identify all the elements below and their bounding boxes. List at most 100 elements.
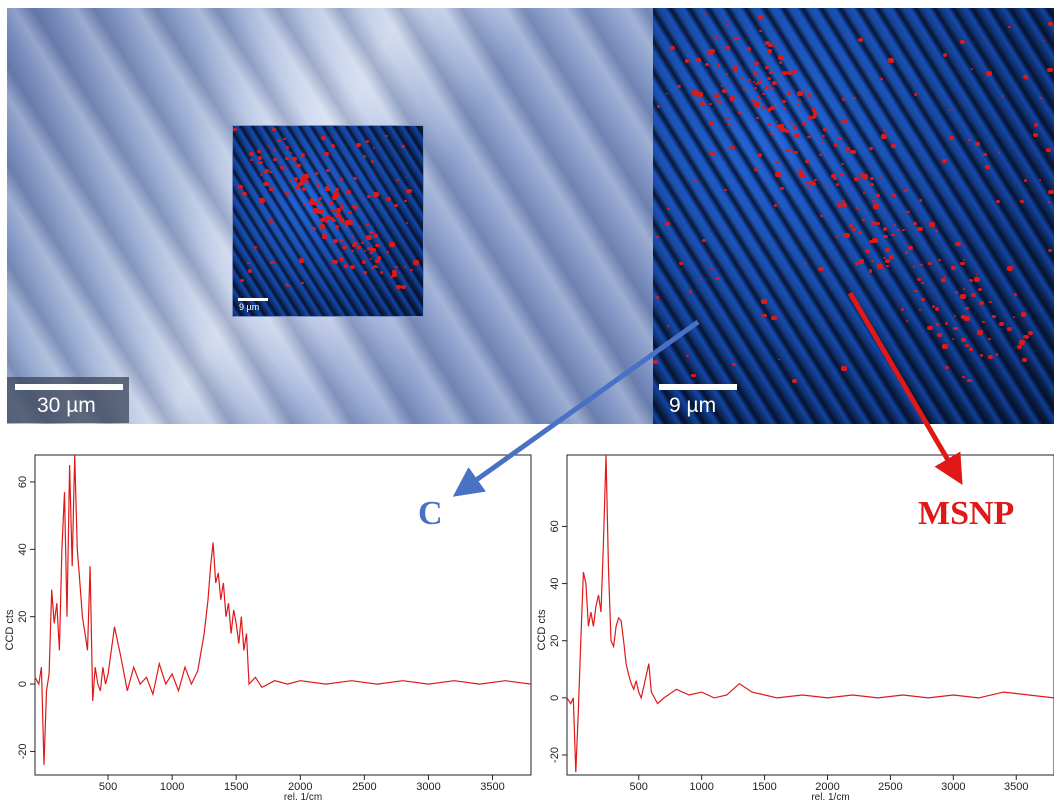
red-speckle	[335, 187, 340, 191]
red-speckle	[728, 123, 732, 126]
red-speckle	[299, 178, 306, 183]
y-tick-label: 0	[17, 681, 29, 687]
red-speckle	[754, 87, 757, 90]
red-speckle	[998, 321, 1004, 326]
red-speckle	[787, 70, 793, 76]
red-speckle	[996, 199, 1001, 203]
red-speckle	[935, 229, 938, 232]
red-speckle	[882, 256, 886, 260]
red-speckle	[366, 235, 372, 240]
red-speckle	[312, 227, 316, 230]
red-speckle	[714, 276, 720, 281]
red-speckle	[286, 146, 290, 149]
red-speckle	[942, 53, 948, 57]
red-speckle	[677, 84, 682, 89]
red-speckle	[301, 281, 305, 285]
red-speckle	[376, 256, 381, 260]
red-speckle	[937, 258, 941, 261]
red-speckle	[352, 243, 357, 247]
red-speckle	[259, 198, 265, 203]
red-speckle	[932, 305, 936, 308]
red-speckle	[804, 159, 810, 164]
red-speckle	[912, 266, 916, 269]
red-speckle	[1033, 133, 1038, 137]
red-speckle	[1025, 78, 1028, 80]
red-speckle	[692, 90, 698, 95]
red-speckle	[880, 175, 883, 177]
red-speckle	[664, 222, 670, 227]
red-speckle	[716, 64, 720, 67]
red-speckle	[653, 359, 659, 364]
red-speckle	[413, 260, 420, 265]
red-speckle	[832, 177, 837, 181]
red-speckle	[975, 142, 981, 147]
red-speckle	[844, 233, 850, 238]
red-speckle	[880, 77, 884, 81]
red-speckle	[1048, 189, 1054, 195]
red-speckle	[317, 198, 320, 201]
red-speckle	[778, 55, 784, 60]
red-speckle	[341, 220, 345, 224]
red-speckle	[740, 76, 744, 80]
red-speckle	[960, 261, 965, 266]
red-speckle	[844, 147, 850, 152]
red-speckle	[332, 259, 338, 264]
red-speckle	[403, 199, 408, 203]
red-speckle	[338, 217, 344, 222]
red-speckle	[336, 214, 342, 219]
red-speckle	[779, 127, 786, 133]
red-speckle	[263, 170, 268, 174]
red-speckle	[888, 255, 895, 260]
x-tick-label: 3500	[480, 781, 504, 793]
red-speckle	[732, 362, 736, 366]
y-tick-label: 40	[549, 577, 561, 589]
red-speckle	[792, 379, 797, 383]
red-speckle	[283, 137, 287, 140]
red-speckle	[725, 72, 728, 75]
red-speckle	[962, 375, 966, 379]
red-speckle	[756, 116, 760, 120]
red-speckle	[290, 152, 293, 155]
red-speckle	[761, 299, 768, 305]
red-speckle	[241, 191, 247, 196]
red-speckle	[759, 79, 761, 81]
red-speckle	[302, 187, 306, 191]
red-speckle	[835, 183, 839, 186]
red-speckle	[757, 81, 761, 85]
red-speckle	[1045, 147, 1052, 153]
red-speckle	[353, 241, 356, 244]
red-speckle	[953, 315, 957, 317]
red-speckle	[273, 158, 278, 162]
red-speckle	[841, 202, 847, 208]
red-speckle	[1012, 315, 1015, 318]
red-speckle	[359, 214, 363, 217]
red-speckle	[875, 202, 878, 204]
red-speckle	[903, 188, 909, 193]
red-speckle	[773, 45, 776, 48]
red-speckle	[904, 251, 908, 254]
red-speckle	[786, 91, 791, 95]
red-speckle	[666, 324, 670, 327]
red-speckle	[886, 265, 889, 268]
red-speckle	[873, 204, 880, 210]
red-speckle	[807, 116, 813, 120]
red-speckle	[954, 291, 959, 294]
red-speckle	[771, 90, 774, 93]
red-speckle	[348, 210, 353, 214]
x-axis-label: rel. 1/cm	[284, 792, 322, 803]
red-speckle	[700, 277, 703, 280]
y-tick-label: -20	[17, 743, 29, 759]
red-speckle	[346, 190, 351, 195]
red-speckle	[1023, 74, 1028, 79]
red-speckle	[342, 245, 347, 250]
red-speckle	[991, 315, 996, 319]
red-speckle	[319, 197, 323, 200]
arrow-to-c	[452, 319, 700, 497]
y-tick-label: 20	[549, 635, 561, 647]
red-speckle	[971, 68, 974, 71]
red-speckle	[293, 176, 299, 181]
red-speckle	[986, 70, 992, 76]
red-speckle	[767, 77, 772, 81]
red-speckle	[346, 220, 353, 225]
red-speckle	[351, 250, 354, 253]
